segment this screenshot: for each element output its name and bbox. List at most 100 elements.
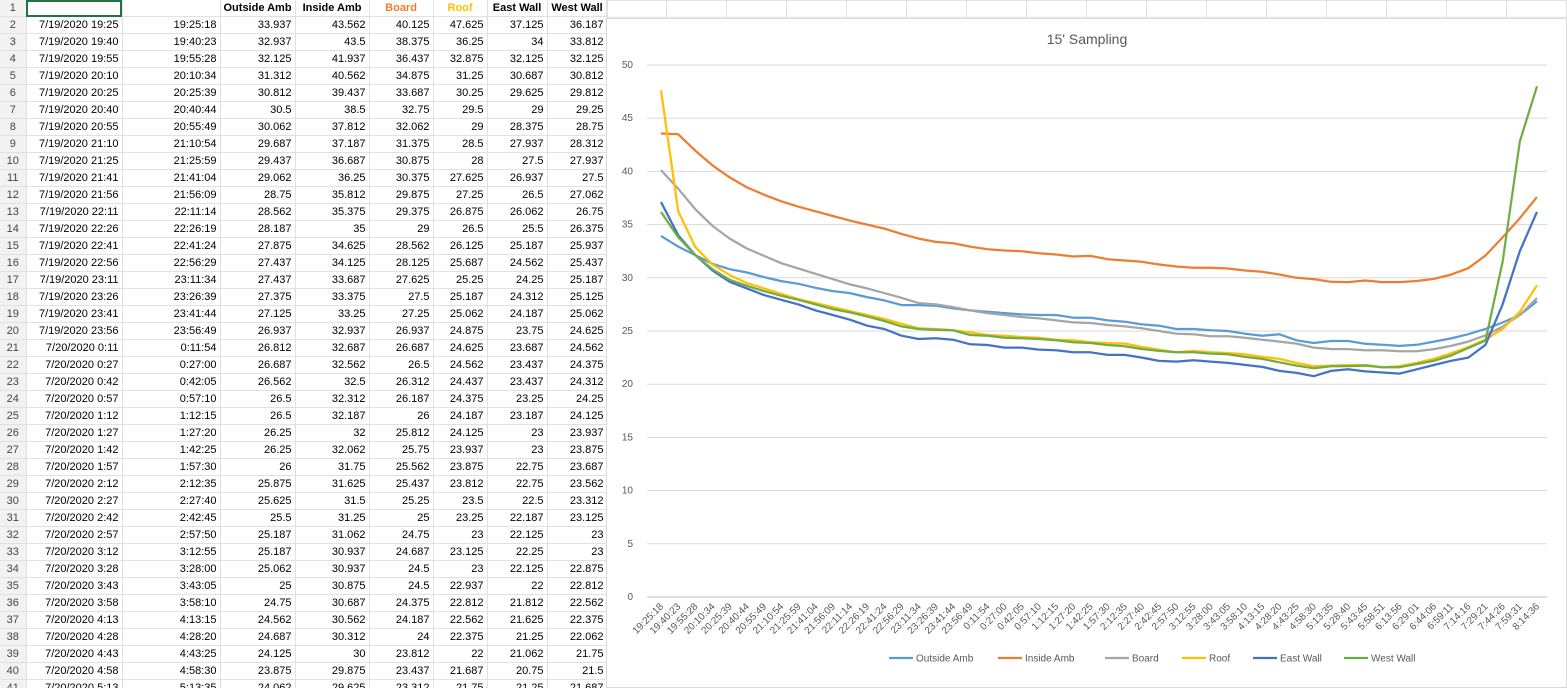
- table-cell[interactable]: 26.937: [369, 322, 434, 341]
- row-number[interactable]: 38: [0, 628, 27, 647]
- table-cell[interactable]: 29.625: [295, 679, 370, 688]
- table-cell[interactable]: 29.812: [547, 84, 608, 103]
- column-header[interactable]: West Wall: [547, 0, 608, 18]
- table-cell[interactable]: 37.187: [295, 135, 370, 154]
- table-cell[interactable]: 23.437: [369, 662, 434, 681]
- table-cell[interactable]: 34.625: [295, 237, 370, 256]
- row-number[interactable]: 25: [0, 407, 27, 426]
- table-cell[interactable]: 30.312: [295, 628, 370, 647]
- table-cell[interactable]: 23.562: [547, 475, 608, 494]
- table-cell[interactable]: 25.875: [220, 475, 296, 494]
- table-cell[interactable]: 7/20/2020 1:12: [26, 407, 123, 426]
- row-number[interactable]: 24: [0, 390, 27, 409]
- table-cell[interactable]: 21:41:04: [122, 169, 221, 188]
- table-cell[interactable]: 2:42:45: [122, 509, 221, 528]
- table-cell[interactable]: 22.562: [547, 594, 608, 613]
- table-cell[interactable]: 27.625: [433, 169, 488, 188]
- table-cell[interactable]: 22.562: [433, 611, 488, 630]
- row-number[interactable]: 30: [0, 492, 27, 511]
- table-cell[interactable]: 0:11:54: [122, 339, 221, 358]
- table-cell[interactable]: 34: [487, 33, 548, 52]
- table-cell[interactable]: 23.687: [487, 339, 548, 358]
- table-cell[interactable]: 35.375: [295, 203, 370, 222]
- table-cell[interactable]: 22.125: [487, 560, 548, 579]
- table-cell[interactable]: 25.187: [547, 271, 608, 290]
- table-cell[interactable]: 32.5: [295, 373, 370, 392]
- table-cell[interactable]: 24.375: [433, 390, 488, 409]
- table-cell[interactable]: 25: [369, 509, 434, 528]
- row-number[interactable]: 8: [0, 118, 27, 137]
- table-cell[interactable]: 32.125: [487, 50, 548, 69]
- table-cell[interactable]: 32.875: [433, 50, 488, 69]
- table-cell[interactable]: 19:40:23: [122, 33, 221, 52]
- table-cell[interactable]: 26.5: [487, 186, 548, 205]
- table-cell[interactable]: 7/19/2020 23:56: [26, 322, 123, 341]
- table-cell[interactable]: 3:43:05: [122, 577, 221, 596]
- series-line-inside-amb[interactable]: [660, 132, 1538, 284]
- column-header[interactable]: East Wall: [487, 0, 548, 18]
- table-cell[interactable]: 27.5: [369, 288, 434, 307]
- row-number[interactable]: 5: [0, 67, 27, 86]
- table-cell[interactable]: 22.25: [487, 543, 548, 562]
- table-cell[interactable]: 23.875: [433, 458, 488, 477]
- table-cell[interactable]: 43.5: [295, 33, 370, 52]
- legend-label[interactable]: East Wall: [1280, 654, 1322, 665]
- column-header[interactable]: Roof: [433, 0, 488, 18]
- table-cell[interactable]: 23.125: [433, 543, 488, 562]
- table-cell[interactable]: 25.937: [547, 237, 608, 256]
- table-cell[interactable]: 7/20/2020 5:13: [26, 679, 123, 688]
- table-cell[interactable]: 19:25:18: [122, 16, 221, 35]
- table-cell[interactable]: 29.062: [220, 169, 296, 188]
- table-cell[interactable]: 7/20/2020 0:42: [26, 373, 123, 392]
- table-cell[interactable]: 24.5: [369, 577, 434, 596]
- table-cell[interactable]: 7/20/2020 4:43: [26, 645, 123, 664]
- table-cell[interactable]: 29.687: [220, 135, 296, 154]
- table-cell[interactable]: 26: [220, 458, 296, 477]
- table-cell[interactable]: 32.937: [220, 33, 296, 52]
- table-cell[interactable]: 30.687: [295, 594, 370, 613]
- row-number[interactable]: 34: [0, 560, 27, 579]
- row-number[interactable]: 26: [0, 424, 27, 443]
- table-cell[interactable]: 21.25: [487, 628, 548, 647]
- series-line-board[interactable]: [660, 169, 1538, 353]
- table-cell[interactable]: 25.25: [433, 271, 488, 290]
- table-cell[interactable]: 25.062: [433, 305, 488, 324]
- table-cell[interactable]: 7/19/2020 20:10: [26, 67, 123, 86]
- table-cell[interactable]: 41.937: [295, 50, 370, 69]
- table-cell[interactable]: 36.687: [295, 152, 370, 171]
- row-number[interactable]: 40: [0, 662, 27, 681]
- table-cell[interactable]: 22.812: [433, 594, 488, 613]
- table-cell[interactable]: 34.875: [369, 67, 434, 86]
- table-cell[interactable]: 33.687: [295, 271, 370, 290]
- table-cell[interactable]: 21:56:09: [122, 186, 221, 205]
- table-cell[interactable]: 27.875: [220, 237, 296, 256]
- table-cell[interactable]: 22:26:19: [122, 220, 221, 239]
- table-cell[interactable]: 35.812: [295, 186, 370, 205]
- table-cell[interactable]: 26.062: [487, 203, 548, 222]
- table-cell[interactable]: 26.5: [369, 356, 434, 375]
- table-cell[interactable]: 3:28:00: [122, 560, 221, 579]
- series-line-west-wall[interactable]: [660, 85, 1539, 370]
- table-cell[interactable]: 26.937: [220, 322, 296, 341]
- column-header[interactable]: Inside Amb: [295, 0, 370, 18]
- table-cell[interactable]: 24.625: [433, 339, 488, 358]
- table-cell[interactable]: 32.562: [295, 356, 370, 375]
- table-cell[interactable]: 7/20/2020 3:43: [26, 577, 123, 596]
- table-cell[interactable]: 25.5: [487, 220, 548, 239]
- table-cell[interactable]: 7/19/2020 22:11: [26, 203, 123, 222]
- table-cell[interactable]: 29.375: [369, 203, 434, 222]
- table-cell[interactable]: 22.812: [547, 577, 608, 596]
- table-cell[interactable]: 23:56:49: [122, 322, 221, 341]
- table-cell[interactable]: 0:27:00: [122, 356, 221, 375]
- table-cell[interactable]: 25.187: [433, 288, 488, 307]
- row-number[interactable]: 21: [0, 339, 27, 358]
- table-cell[interactable]: 23.812: [433, 475, 488, 494]
- table-cell[interactable]: 27.437: [220, 254, 296, 273]
- table-cell[interactable]: 23.937: [547, 424, 608, 443]
- row-number[interactable]: 16: [0, 254, 27, 273]
- table-cell[interactable]: 25.812: [369, 424, 434, 443]
- table-cell[interactable]: 21.75: [547, 645, 608, 664]
- table-cell[interactable]: 30.875: [369, 152, 434, 171]
- table-cell[interactable]: 26.562: [220, 373, 296, 392]
- table-cell[interactable]: 22:41:24: [122, 237, 221, 256]
